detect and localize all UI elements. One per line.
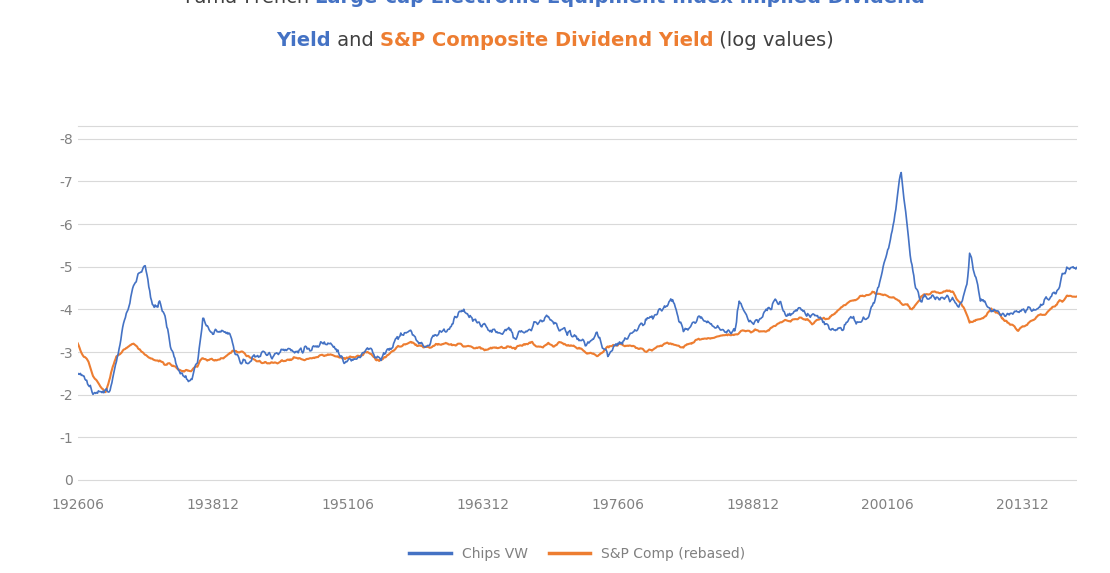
Text: (log values): (log values) [714,31,834,50]
Text: Fama-French: Fama-French [185,0,315,7]
Text: Large-cap Electronic Equipment Index implied Dividend: Large-cap Electronic Equipment Index imp… [315,0,925,7]
Text: Yield: Yield [276,31,331,50]
Text: S&P Composite Dividend Yield: S&P Composite Dividend Yield [380,31,714,50]
Legend: Chips VW, S&P Comp (rebased): Chips VW, S&P Comp (rebased) [403,541,751,567]
Text: and: and [331,31,380,50]
